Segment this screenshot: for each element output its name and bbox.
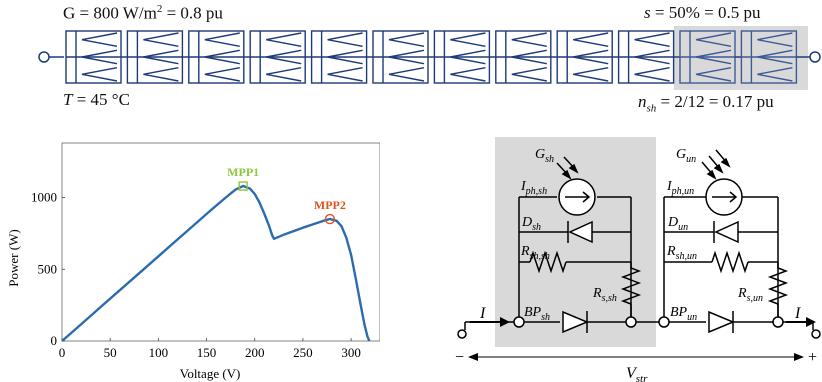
resistor-rsh-un [712, 253, 748, 271]
voltage-arrow [468, 353, 804, 361]
node-un-left [659, 317, 669, 327]
label-g-un: Gun [676, 147, 696, 165]
label-current-out: I [794, 305, 801, 322]
label-vstr: Vstr [626, 365, 648, 382]
diode-dun [716, 222, 738, 242]
label-d-un: Dun [667, 215, 688, 233]
label-iph-un: Iph,un [666, 179, 694, 197]
node-sh-right [626, 317, 636, 327]
label-rsh-un: Rsh,un [666, 244, 697, 262]
node-sh-left [514, 317, 524, 327]
terminal-right [812, 330, 820, 338]
node-un-right [773, 317, 783, 327]
bypass-diode-un [709, 312, 733, 332]
terminal-left [458, 330, 466, 338]
current-arrow-out [786, 317, 816, 327]
label-current-in: I [479, 305, 486, 322]
label-bp-un: BPun [670, 305, 697, 323]
label-rs-un: Rs,un [737, 286, 763, 304]
light-arrows-un [702, 150, 729, 178]
label-minus: − [455, 349, 464, 366]
label-plus: + [808, 349, 817, 366]
